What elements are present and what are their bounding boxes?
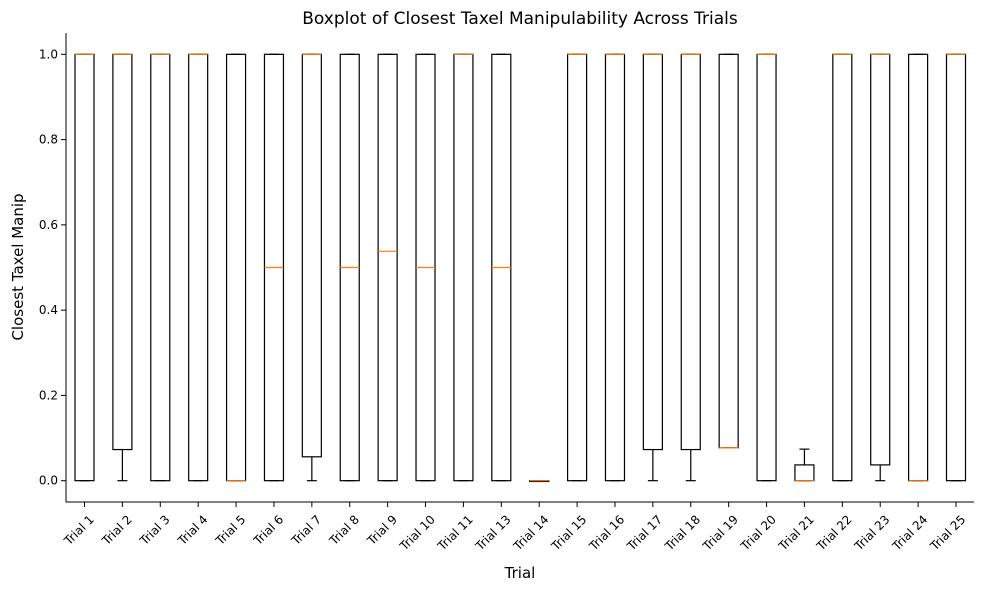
box-17 bbox=[680, 53, 701, 482]
box-4 bbox=[188, 53, 209, 482]
box-8 bbox=[339, 53, 360, 482]
iqr-box bbox=[225, 53, 247, 482]
box-23 bbox=[908, 53, 929, 482]
x-tick-label: Trial 25 bbox=[927, 512, 968, 553]
box-22 bbox=[870, 53, 891, 482]
x-tick-label: Trial 19 bbox=[700, 512, 741, 553]
box-13 bbox=[529, 480, 550, 483]
x-tick-label: Trial 23 bbox=[851, 512, 892, 553]
x-tick-label: Trial 1 bbox=[61, 512, 97, 548]
iqr-box bbox=[794, 464, 815, 482]
iqr-box bbox=[832, 53, 853, 482]
iqr-box bbox=[642, 53, 663, 451]
x-tick-label: Trial 2 bbox=[99, 512, 135, 548]
y-tick-label: 1.0 bbox=[39, 47, 58, 61]
x-tick-label: Trial 18 bbox=[662, 512, 703, 553]
box-9 bbox=[377, 53, 398, 482]
box-10 bbox=[415, 53, 436, 482]
box-16 bbox=[642, 53, 663, 482]
box-1 bbox=[74, 53, 95, 482]
iqr-box bbox=[112, 53, 133, 451]
y-ticks: 0.0 0.2 0.4 0.6 0.8 1.0 bbox=[39, 47, 66, 488]
box-11 bbox=[453, 53, 474, 482]
x-tick-label: Trial 6 bbox=[250, 512, 286, 548]
box-5 bbox=[225, 53, 247, 482]
iqr-box bbox=[188, 53, 209, 482]
y-tick-label: 0.8 bbox=[39, 133, 58, 147]
iqr-box bbox=[604, 53, 626, 482]
box-15 bbox=[604, 53, 626, 482]
x-tick-label: Trial 21 bbox=[775, 512, 816, 553]
iqr-box bbox=[870, 53, 891, 466]
x-tick-label: Trial 24 bbox=[889, 512, 930, 553]
x-tick-label: Trial 16 bbox=[586, 512, 627, 553]
box-3 bbox=[150, 53, 171, 482]
x-tick-label: Trial 14 bbox=[510, 512, 551, 553]
x-tick-label: Trial 11 bbox=[434, 512, 475, 553]
y-tick-label: 0.4 bbox=[39, 303, 58, 317]
box-19 bbox=[756, 53, 777, 482]
iqr-box bbox=[453, 53, 474, 482]
x-axis-label: Trial bbox=[504, 564, 536, 582]
x-ticks: Trial 1 Trial 2 Trial 3 Trial 4 Trial 5 Trial… bbox=[61, 502, 968, 554]
iqr-box bbox=[301, 53, 322, 458]
x-tick-label: Trial 13 bbox=[472, 512, 513, 553]
iqr-box bbox=[908, 53, 929, 482]
y-tick-label: 0.2 bbox=[39, 388, 58, 402]
box-12 bbox=[491, 53, 512, 482]
x-tick-label: Trial 4 bbox=[174, 512, 210, 548]
iqr-box bbox=[150, 53, 171, 482]
iqr-box bbox=[680, 53, 701, 451]
y-tick-label: 0.0 bbox=[39, 474, 58, 488]
x-tick-label: Trial 20 bbox=[737, 512, 778, 553]
x-tick-label: Trial 9 bbox=[364, 512, 400, 548]
x-tick-label: Trial 5 bbox=[212, 512, 248, 548]
x-tick-label: Trial 7 bbox=[288, 512, 324, 548]
box-24 bbox=[945, 53, 967, 482]
chart-title: Boxplot of Closest Taxel Manipulability … bbox=[302, 9, 738, 29]
iqr-box bbox=[718, 53, 739, 449]
box-2 bbox=[112, 53, 133, 482]
iqr-box bbox=[566, 53, 588, 482]
box-20 bbox=[794, 448, 815, 482]
x-tick-label: Trial 17 bbox=[624, 512, 665, 553]
iqr-box bbox=[377, 53, 398, 482]
iqr-box bbox=[74, 53, 95, 482]
box-7 bbox=[301, 53, 322, 482]
y-axis-label: Closest Taxel Manip bbox=[9, 193, 27, 340]
x-tick-label: Trial 8 bbox=[326, 512, 362, 548]
iqr-box bbox=[756, 53, 777, 482]
x-tick-label: Trial 15 bbox=[548, 512, 589, 553]
box-14 bbox=[566, 53, 588, 482]
x-tick-label: Trial 22 bbox=[813, 512, 854, 553]
x-tick-label: Trial 3 bbox=[137, 512, 173, 548]
box-21 bbox=[832, 53, 853, 482]
box-18 bbox=[718, 53, 739, 449]
iqr-box bbox=[945, 53, 967, 482]
plot-area bbox=[74, 53, 967, 483]
box-6 bbox=[263, 53, 285, 482]
x-tick-label: Trial 10 bbox=[396, 512, 437, 553]
y-tick-label: 0.6 bbox=[39, 218, 58, 232]
